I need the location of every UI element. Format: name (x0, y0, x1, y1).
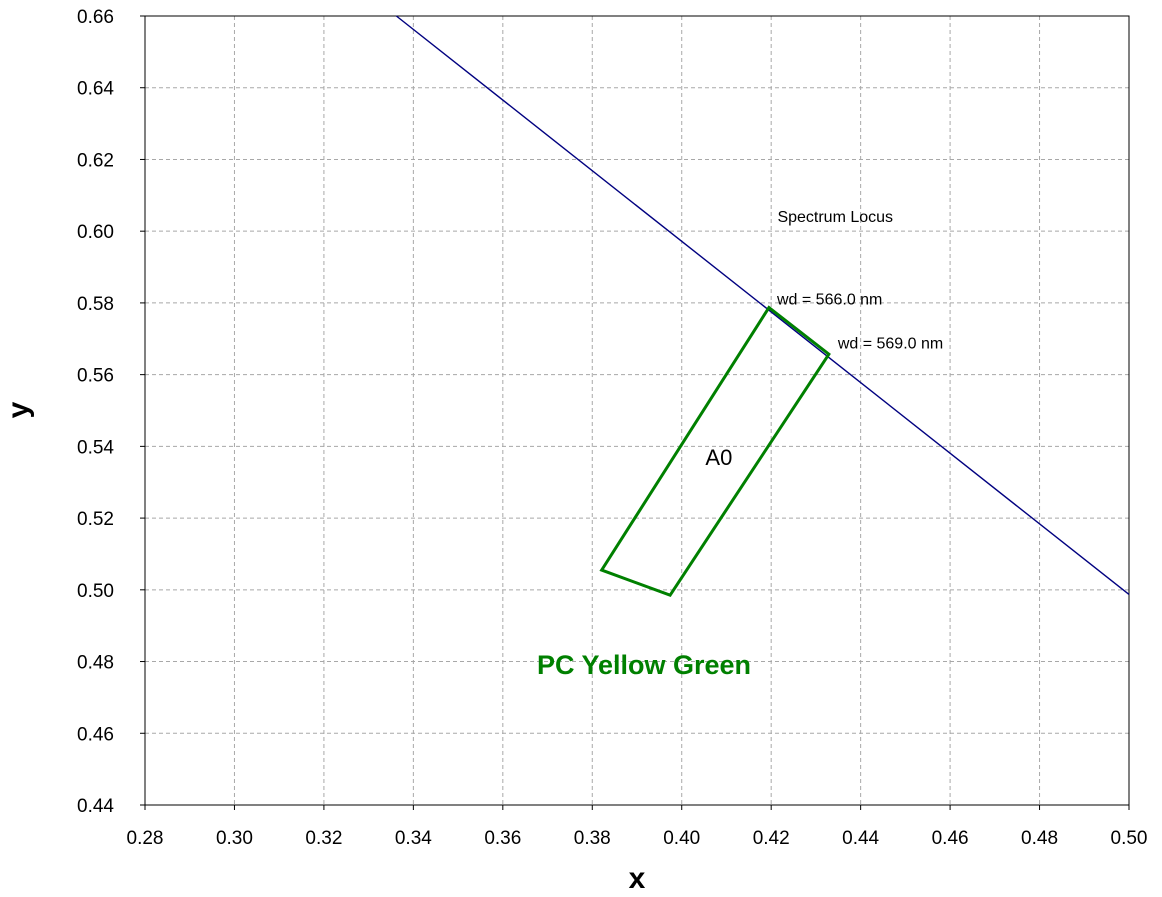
x-tick-label: 0.46 (932, 828, 969, 849)
y-tick-label: 0.64 (77, 79, 114, 100)
x-tick-label: 0.28 (127, 828, 164, 849)
y-tick-label: 0.58 (77, 294, 114, 315)
y-tick-label: 0.54 (77, 437, 114, 458)
wavelength-label-566: wd = 566.0 nm (776, 292, 882, 309)
x-tick-label: 0.32 (305, 828, 342, 849)
x-tick-label: 0.36 (484, 828, 521, 849)
wavelength-label-569: wd = 569.0 nm (837, 335, 943, 352)
y-axis-label: y (2, 401, 35, 418)
region-label-a0: A0 (705, 445, 732, 470)
x-tick-label: 0.40 (663, 828, 700, 849)
y-tick-label: 0.44 (77, 796, 114, 817)
grid-lines (145, 16, 1129, 805)
y-tick-label: 0.50 (77, 581, 114, 602)
y-tick-label: 0.52 (77, 509, 114, 530)
y-tick-label: 0.62 (77, 150, 114, 171)
y-tick-label: 0.66 (77, 7, 114, 28)
x-tick-label: 0.48 (1021, 828, 1058, 849)
x-tick-label: 0.42 (753, 828, 790, 849)
y-tick-label: 0.56 (77, 366, 114, 387)
x-tick-label: 0.50 (1111, 828, 1148, 849)
y-tick-label: 0.46 (77, 724, 114, 745)
spectrum-locus-line (395, 15, 1130, 596)
y-tick-label: 0.60 (77, 222, 114, 243)
region-a0-polygon (599, 305, 831, 598)
plot-area-border (144, 15, 1130, 806)
x-tick-label: 0.44 (842, 828, 879, 849)
y-axis-ticks: 0.44 0.46 0.48 0.50 0.52 0.54 0.56 0.58 0.60 0.62… (77, 7, 145, 817)
x-tick-label: 0.30 (216, 828, 253, 849)
y-tick-label: 0.48 (77, 653, 114, 674)
x-tick-label: 0.38 (574, 828, 611, 849)
chart-title: PC Yellow Green (537, 650, 751, 680)
spectrum-locus-label: Spectrum Locus (777, 209, 893, 226)
x-axis-ticks: 0.28 0.30 0.32 0.34 0.36 0.38 0.40 0.42 0.44 0.46… (127, 805, 1148, 849)
x-tick-label: 0.34 (395, 828, 432, 849)
x-axis-label: x (629, 862, 646, 895)
